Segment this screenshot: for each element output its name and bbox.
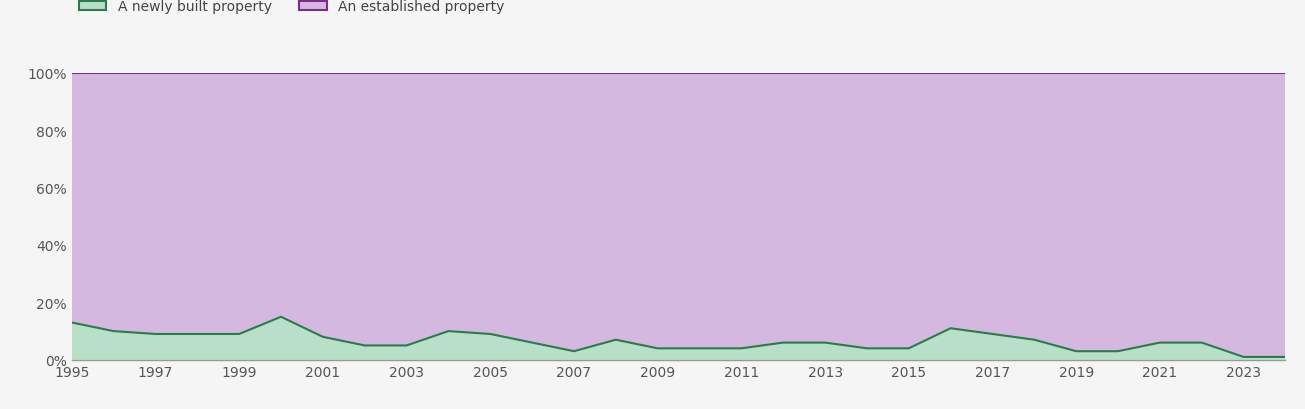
Legend: A newly built property, An established property: A newly built property, An established p…: [78, 0, 505, 14]
